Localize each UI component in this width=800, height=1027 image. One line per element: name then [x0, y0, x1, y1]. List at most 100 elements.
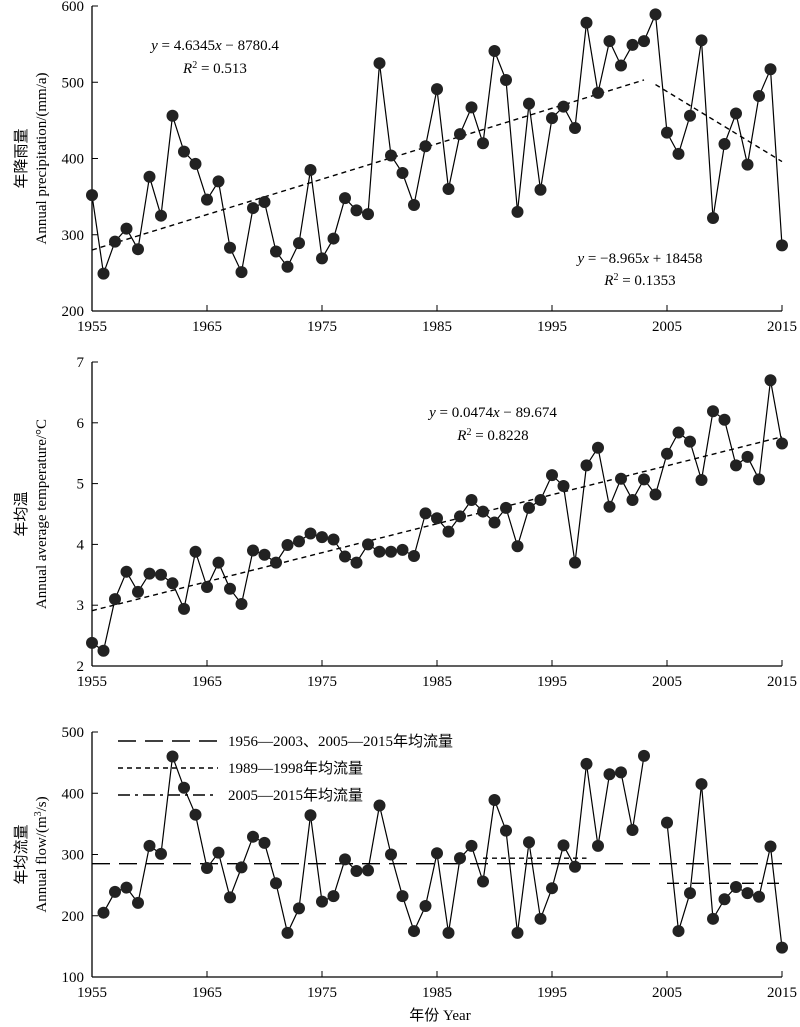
data-point [224, 241, 236, 254]
data-point [626, 38, 639, 51]
data-point [327, 232, 340, 245]
data-point [626, 824, 639, 836]
data-point [730, 459, 742, 472]
data-point [304, 527, 317, 540]
data-point [247, 202, 259, 215]
x-tick-label: 2005 [652, 985, 682, 1001]
data-point [339, 192, 351, 205]
data-point [615, 59, 627, 72]
data-point [764, 63, 777, 76]
data-point [592, 839, 604, 852]
data-point [408, 199, 420, 212]
x-tick-label: 1985 [422, 674, 452, 690]
data-point [523, 97, 535, 110]
data-point [718, 138, 731, 151]
data-point [235, 597, 248, 610]
data-point [235, 861, 248, 874]
data-point [362, 208, 374, 221]
data-point [178, 781, 190, 794]
data-point [684, 109, 696, 122]
trend-r-squared: R2 = 0.8228 [456, 427, 528, 445]
trend-r-squared: R2 = 0.1353 [603, 272, 675, 290]
data-point [557, 100, 570, 113]
flow-panel: 1955 1965 1975 1985 1995 2005 2015 100 200 300 400… [13, 725, 797, 1001]
data-point [120, 565, 133, 578]
data-point [523, 501, 535, 514]
data-point [442, 926, 455, 939]
data-point [419, 507, 432, 520]
data-point [546, 882, 558, 895]
data-point [247, 544, 259, 557]
data-point [661, 816, 673, 829]
trend-line [91, 79, 645, 251]
data-point [776, 239, 788, 252]
data-point [477, 137, 489, 150]
y-tick-label: 300 [62, 848, 85, 864]
data-point [500, 824, 512, 837]
data-point [155, 847, 167, 860]
y-tick-label: 5 [77, 477, 85, 493]
trend-line [655, 83, 783, 163]
data-point [293, 535, 305, 548]
data-point [511, 540, 524, 553]
data-point [166, 577, 179, 590]
data-point [569, 860, 581, 873]
data-point [672, 426, 685, 439]
y-tick-label: 500 [62, 725, 85, 741]
data-point [327, 890, 340, 903]
data-point [408, 925, 420, 938]
data-point [270, 245, 282, 258]
y-tick-label: 7 [77, 355, 85, 371]
data-point [741, 887, 754, 900]
data-point [235, 266, 248, 279]
data-point [270, 877, 282, 890]
data-point [695, 778, 708, 791]
data-point [109, 235, 121, 248]
data-point [109, 885, 121, 898]
data-point [350, 204, 363, 217]
data-point [143, 170, 156, 183]
data-point [212, 556, 225, 569]
data-point [189, 157, 202, 170]
data-point [684, 435, 696, 448]
data-point [741, 158, 754, 171]
data-point [327, 533, 340, 546]
y-tick-label: 3 [77, 598, 85, 614]
data-point [143, 567, 156, 580]
data-point [764, 374, 777, 387]
data-point [166, 109, 179, 122]
data-point [580, 757, 593, 770]
data-point [615, 472, 627, 485]
data-point [212, 846, 225, 859]
x-tick-label: 1985 [422, 985, 452, 1001]
y-tick-label: 400 [62, 786, 85, 802]
data-point [603, 500, 616, 513]
data-point [615, 766, 627, 779]
data-point [178, 145, 190, 158]
y-tick-label: 200 [62, 909, 85, 925]
x-tick-label: 1955 [77, 985, 107, 1001]
data-point [454, 852, 466, 865]
data-point [431, 83, 443, 96]
x-tick-label: 1965 [192, 674, 222, 690]
data-point [385, 848, 397, 861]
data-point [431, 847, 443, 860]
y-tick-label: 200 [62, 304, 85, 320]
trend-equation: y = 0.0474x − 89.674 [427, 405, 557, 421]
data-point [442, 183, 455, 195]
data-point [753, 89, 765, 102]
data-point [592, 86, 604, 99]
data-point [488, 44, 501, 57]
y-tick-label: 4 [77, 537, 85, 553]
data-point [730, 107, 742, 120]
data-point [373, 799, 386, 812]
data-point [707, 211, 719, 224]
data-point [603, 35, 616, 48]
data-point [143, 839, 156, 852]
data-point [534, 183, 547, 196]
x-tick-label: 1975 [307, 319, 337, 335]
trend-r-squared: R2 = 0.513 [182, 60, 247, 78]
data-point [132, 243, 144, 256]
data-point [86, 189, 98, 202]
data-point [120, 222, 133, 235]
